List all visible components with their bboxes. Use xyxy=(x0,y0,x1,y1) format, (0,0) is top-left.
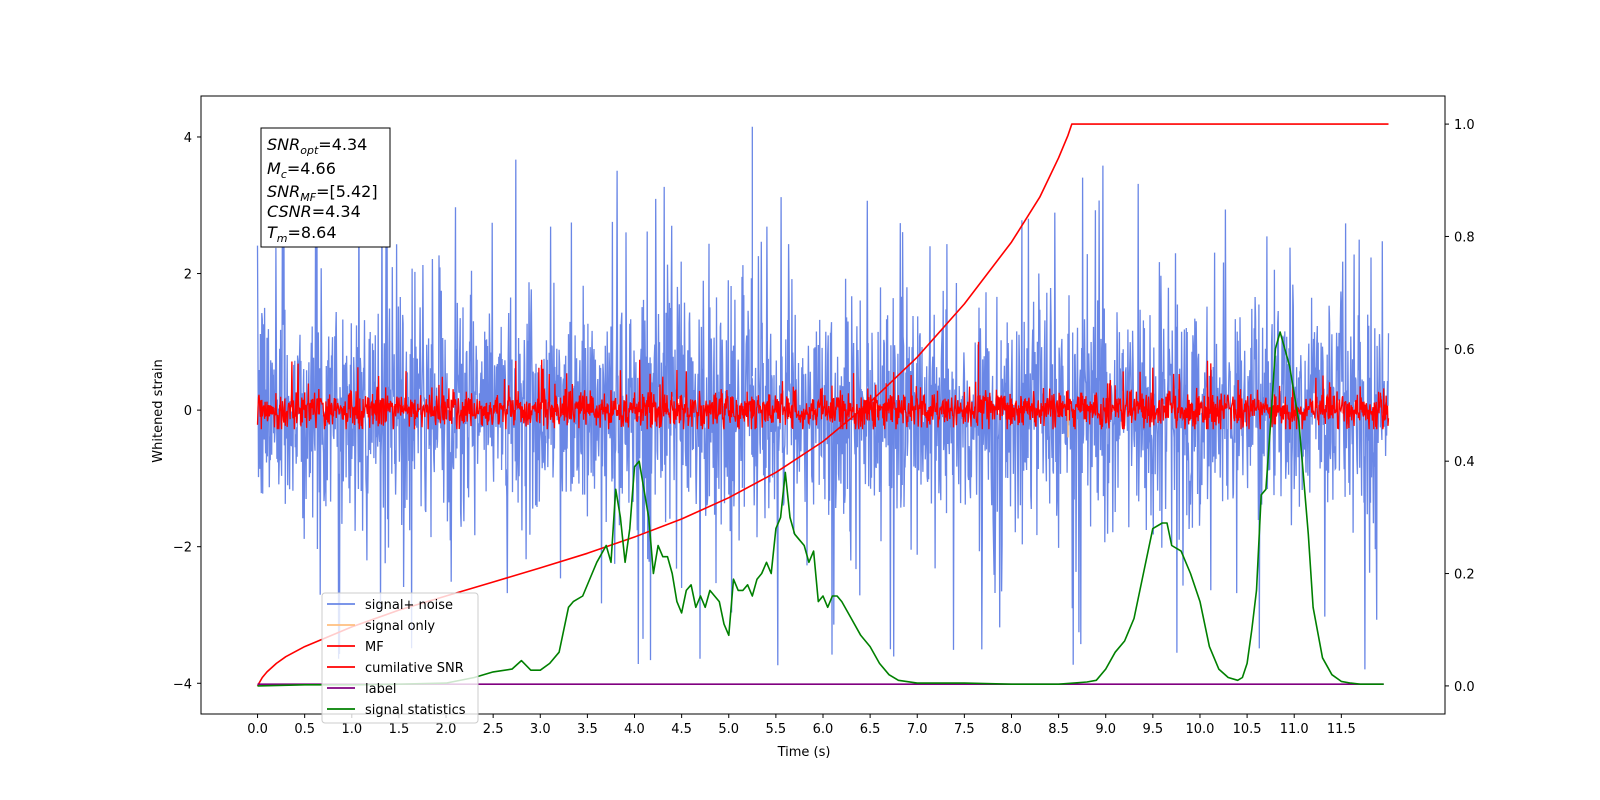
axes: 0.0 0.5 1.0 1.5 2.0 2.5 3.0 3.5 4.0 4.5 5.0 5.5 6.0 6… xyxy=(173,95,1475,737)
y-left-tick-label: 4 xyxy=(184,131,192,146)
series-cumulative-snr xyxy=(256,123,1389,687)
legend: signal+ noise signal only MF cumilative SNR… xyxy=(321,592,479,724)
svg-text:CSNR=4.34: CSNR=4.34 xyxy=(267,202,361,221)
tm-sub: m xyxy=(277,232,288,245)
x-tick-label: 8.0 xyxy=(1001,722,1022,737)
csnr-value: =4.34 xyxy=(312,202,361,221)
y-left-tick-label: 0 xyxy=(184,404,192,419)
legend-label-label: label xyxy=(365,682,396,697)
x-tick-label: 10.5 xyxy=(1233,722,1262,737)
tm-value: =8.64 xyxy=(288,223,337,242)
snr-mf-sub: MF xyxy=(300,191,316,204)
x-tick-label: 7.0 xyxy=(907,722,928,737)
mc-base: M xyxy=(267,159,281,178)
y-left-tick-label: −2 xyxy=(173,541,192,556)
y-axis-label: Whitened strain xyxy=(151,359,166,462)
x-tick-label: 5.0 xyxy=(718,722,739,737)
x-tick-label: 1.5 xyxy=(389,722,410,737)
y-right-tick-label: 0.8 xyxy=(1454,230,1475,245)
mc-value: =4.66 xyxy=(287,159,336,178)
x-tick-label: 9.0 xyxy=(1095,722,1116,737)
snr-mf-value: =[5.42] xyxy=(316,182,378,201)
x-tick-label: 8.5 xyxy=(1048,722,1069,737)
snr-opt-sub: opt xyxy=(300,144,319,157)
csnr-base: CSNR xyxy=(267,202,312,221)
y-left-tick-label: 2 xyxy=(184,268,192,283)
snr-opt-value: =4.34 xyxy=(318,135,367,154)
annotation-box: SNRopt=4.34 Mc=4.66 SNRMF=[5.42] CSNR=4.… xyxy=(260,127,391,248)
x-tick-label: 0.0 xyxy=(247,722,268,737)
svg-text:SNRMF=[5.42]: SNRMF=[5.42] xyxy=(267,182,378,204)
snr-mf-base: SNR xyxy=(267,182,300,201)
x-tick-label: 10.0 xyxy=(1185,722,1214,737)
x-tick-label: 4.5 xyxy=(671,722,692,737)
y-right-tick-label: 0.6 xyxy=(1454,343,1475,358)
x-tick-label: 11.5 xyxy=(1327,722,1356,737)
y-right-tick-label: 0.0 xyxy=(1454,680,1475,695)
svg-text:SNRopt=4.34: SNRopt=4.34 xyxy=(267,135,367,157)
y-left-tick-label: −4 xyxy=(173,677,192,692)
x-tick-label: 11.0 xyxy=(1280,722,1309,737)
legend-label-signal-only: signal only xyxy=(365,619,435,634)
x-tick-label: 2.5 xyxy=(483,722,504,737)
x-tick-label: 3.5 xyxy=(577,722,598,737)
legend-label-signal-noise: signal+ noise xyxy=(365,598,453,613)
x-tick-label: 6.5 xyxy=(860,722,881,737)
x-tick-label: 1.0 xyxy=(341,722,362,737)
legend-label-cumulative-snr: cumilative SNR xyxy=(365,661,464,676)
x-tick-label: 0.5 xyxy=(294,722,315,737)
series-signal-statistics xyxy=(257,331,1384,687)
legend-label-signal-statistics: signal statistics xyxy=(365,703,466,718)
x-tick-label: 2.0 xyxy=(436,722,457,737)
x-tick-label: 7.5 xyxy=(954,722,975,737)
series-mf xyxy=(256,359,1390,430)
snr-opt-base: SNR xyxy=(267,135,300,154)
svg-text:Mc=4.66: Mc=4.66 xyxy=(267,159,336,181)
svg-text:Tm=8.64: Tm=8.64 xyxy=(267,223,337,245)
x-tick-label: 5.5 xyxy=(766,722,787,737)
mc-sub: c xyxy=(281,168,287,181)
x-tick-label: 4.0 xyxy=(624,722,645,737)
legend-label-mf: MF xyxy=(365,640,384,655)
tm-base: T xyxy=(267,223,278,242)
x-axis-label: Time (s) xyxy=(777,745,831,760)
y-right-tick-label: 1.0 xyxy=(1454,118,1475,133)
y-right-tick-label: 0.2 xyxy=(1454,568,1475,583)
x-tick-label: 3.0 xyxy=(530,722,551,737)
y-right-tick-label: 0.4 xyxy=(1454,455,1475,470)
x-tick-label: 6.0 xyxy=(813,722,834,737)
legend-box xyxy=(321,592,479,724)
x-tick-label: 9.5 xyxy=(1143,722,1164,737)
